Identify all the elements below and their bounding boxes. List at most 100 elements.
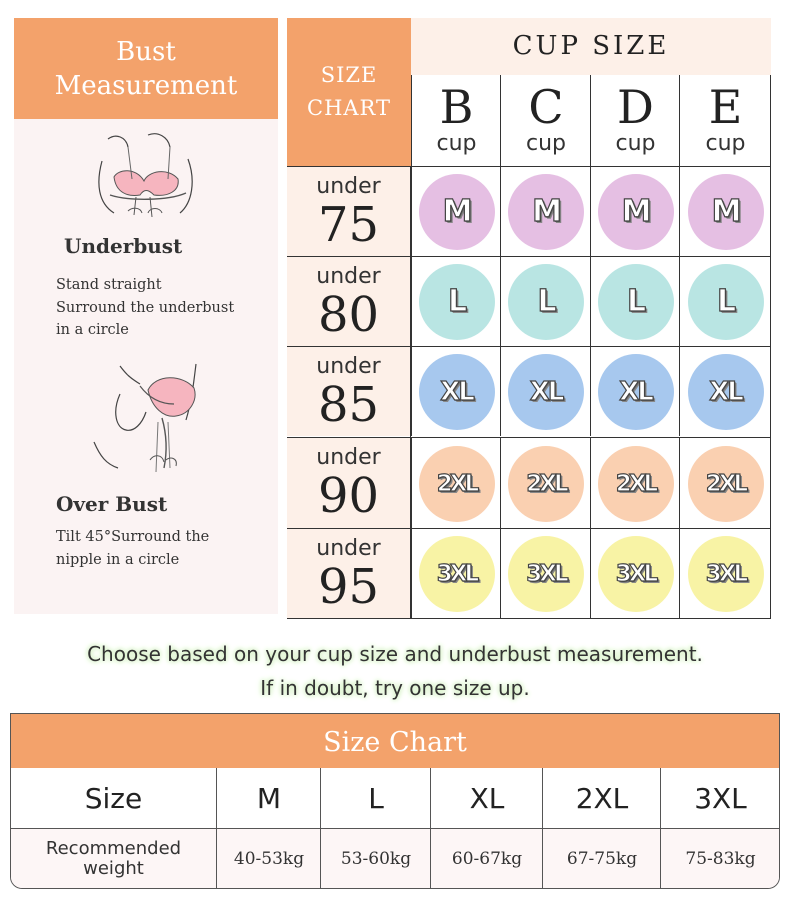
size-bubble: 3XL (687, 536, 764, 612)
row-number: 75 (317, 197, 380, 253)
bust-measurement-title: Bust Measurement (14, 18, 278, 119)
size-chart-title: Size Chart (11, 714, 779, 768)
size-3xl: 3XL (660, 768, 779, 829)
bust-measurement-panel: Bust Measurement Underbust Stand straight… (14, 18, 278, 614)
size-l: L (320, 768, 431, 829)
row-label-85: under 85 (287, 346, 410, 436)
size-cell: 2XL (679, 437, 771, 529)
cup-size-title: CUP SIZE (411, 18, 771, 75)
weight-size-chart: Size Chart Size M L XL 2XL 3XL Recommend… (10, 713, 780, 889)
underbust-measuring-illustration (88, 131, 203, 231)
size-row-label: Size (11, 768, 216, 829)
corner-line-1: SIZE (320, 63, 378, 87)
size-bubble: XL (597, 353, 674, 430)
row-number: 95 (317, 559, 380, 615)
row-prefix: under (316, 264, 381, 289)
size-bubble: L (508, 263, 584, 340)
size-cell: M (679, 166, 771, 256)
size-bubble: 2XL (687, 445, 764, 522)
row-number: 80 (317, 287, 380, 343)
overbust-measuring-illustration (90, 360, 205, 480)
size-bubble: M (687, 173, 764, 250)
size-cell: M (590, 166, 680, 256)
size-cell: 2XL (500, 437, 591, 529)
size-bubble: 2XL (597, 445, 674, 522)
size-bubble: M (508, 173, 584, 250)
row-number: 85 (317, 377, 380, 433)
row-label-90: under 90 (287, 437, 410, 529)
underbust-description: Stand straight Surround the underbust in… (56, 277, 235, 338)
cup-header-e: E cup (679, 75, 771, 166)
size-cell: 3XL (500, 528, 591, 619)
cup-header-c: C cup (500, 75, 591, 166)
size-cell: XL (411, 346, 501, 436)
cup-word: cup (436, 131, 477, 156)
size-bubble: XL (418, 353, 495, 430)
row-number: 90 (317, 468, 380, 524)
size-cell: M (411, 166, 501, 256)
cup-size-matrix: SIZE CHART CUP SIZE B cup C cup D cup E c… (287, 18, 771, 619)
size-bubble: 3XL (418, 536, 495, 612)
size-bubble: 3XL (597, 536, 674, 612)
size-cell: L (679, 256, 771, 346)
overbust-title: Over Bust (56, 492, 168, 516)
matrix-border-bottom (287, 618, 771, 619)
cup-letter: C (528, 80, 564, 134)
cup-word: cup (525, 131, 566, 156)
underbust-title: Underbust (64, 234, 183, 258)
row-prefix: under (316, 536, 381, 561)
overbust-description: Tilt 45°Surround the nipple in a circle (56, 529, 210, 568)
cup-word: cup (705, 131, 746, 156)
weight-l: 53-60kg (320, 829, 431, 888)
size-bubble: 2XL (508, 445, 584, 522)
size-bubble: XL (687, 353, 764, 430)
size-bubble: L (687, 263, 764, 340)
size-cell: 3XL (590, 528, 680, 619)
cup-letter: D (617, 80, 654, 134)
weight-3xl: 75-83kg (660, 829, 779, 888)
size-cell: L (500, 256, 591, 346)
row-prefix: under (316, 174, 381, 199)
size-cell: XL (679, 346, 771, 436)
size-cell: XL (590, 346, 680, 436)
weight-2xl: 67-75kg (542, 829, 661, 888)
size-cell: 2XL (411, 437, 501, 529)
title-line-1: Bust (116, 36, 176, 67)
size-bubble: 2XL (418, 445, 495, 522)
size-cell: L (411, 256, 501, 346)
row-label-75: under 75 (287, 166, 410, 256)
weight-row-label: Recommended weight (11, 829, 216, 888)
size-cell: 3XL (411, 528, 501, 619)
guidance-line-1: Choose based on your cup size and underb… (87, 642, 703, 666)
weight-m: 40-53kg (216, 829, 321, 888)
weight-xl: 60-67kg (430, 829, 543, 888)
corner-line-2: CHART (307, 96, 391, 120)
matrix-divider (410, 166, 411, 618)
guidance-line-2: If in doubt, try one size up. (260, 676, 530, 700)
size-bubble: M (418, 173, 495, 250)
size-chart-corner: SIZE CHART (287, 18, 411, 166)
size-cell: 3XL (679, 528, 771, 619)
size-cell: 2XL (590, 437, 680, 529)
size-m: M (216, 768, 321, 829)
size-bubble: L (418, 263, 495, 340)
size-2xl: 2XL (542, 768, 661, 829)
size-bubble: XL (508, 353, 584, 430)
size-xl: XL (430, 768, 543, 829)
size-bubble: M (597, 173, 674, 250)
cup-header-b: B cup (411, 75, 501, 166)
size-cell: L (590, 256, 680, 346)
matrix-border-right (770, 75, 771, 619)
cup-header-d: D cup (590, 75, 680, 166)
size-cell: M (500, 166, 591, 256)
title-line-2: Measurement (54, 70, 238, 101)
size-bubble: L (597, 263, 674, 340)
row-label-80: under 80 (287, 256, 410, 346)
cup-letter: E (708, 80, 743, 134)
cup-letter: B (439, 80, 474, 134)
weight-row-label-text: Recommended weight (45, 837, 182, 879)
size-cell: XL (500, 346, 591, 436)
row-prefix: under (316, 354, 381, 379)
row-prefix: under (316, 445, 381, 470)
size-bubble: 3XL (508, 536, 584, 612)
